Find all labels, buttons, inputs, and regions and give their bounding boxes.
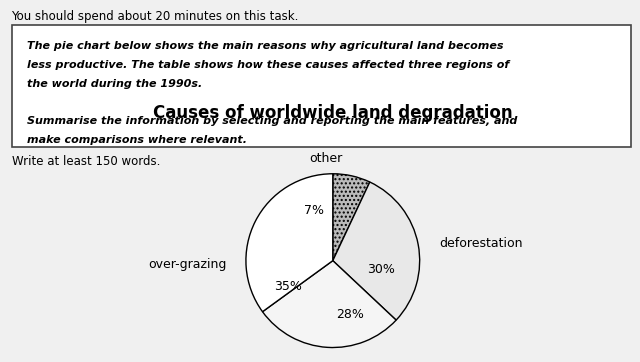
Wedge shape (333, 182, 420, 320)
Text: deforestation: deforestation (439, 237, 522, 250)
Wedge shape (333, 174, 370, 261)
Text: 28%: 28% (336, 308, 364, 321)
Text: over-grazing: over-grazing (148, 258, 227, 272)
Text: make comparisons where relevant.: make comparisons where relevant. (27, 135, 247, 145)
Wedge shape (246, 174, 333, 312)
Text: other: other (309, 152, 342, 165)
Text: Summarise the information by selecting and reporting the main features, and: Summarise the information by selecting a… (27, 116, 517, 126)
Text: the world during the 1990s.: the world during the 1990s. (27, 79, 202, 89)
Title: Causes of worldwide land degradation: Causes of worldwide land degradation (153, 104, 513, 122)
Text: less productive. The table shows how these causes affected three regions of: less productive. The table shows how the… (27, 60, 509, 70)
FancyBboxPatch shape (12, 25, 631, 147)
Text: The pie chart below shows the main reasons why agricultural land becomes: The pie chart below shows the main reaso… (27, 41, 504, 51)
Text: Write at least 150 words.: Write at least 150 words. (12, 155, 160, 168)
Wedge shape (262, 261, 396, 348)
Text: 7%: 7% (304, 204, 324, 217)
Text: 35%: 35% (274, 280, 301, 293)
Text: You should spend about 20 minutes on this task.: You should spend about 20 minutes on thi… (12, 10, 299, 23)
Text: 30%: 30% (367, 263, 394, 276)
